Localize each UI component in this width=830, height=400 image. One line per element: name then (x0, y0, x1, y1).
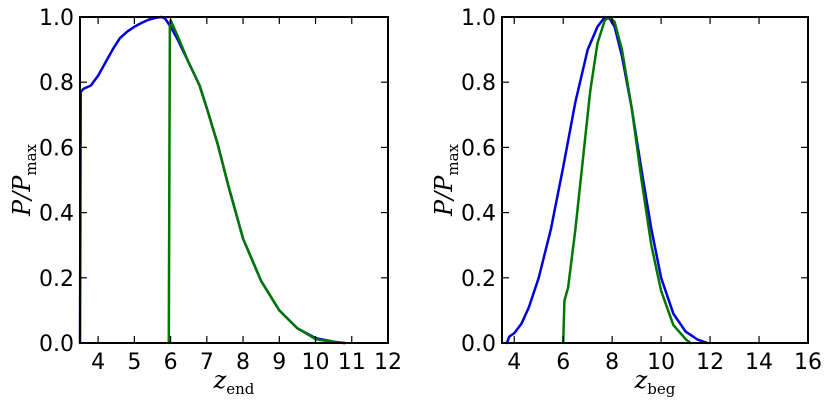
y-tick-label: 0.6 (39, 136, 74, 161)
y-axis-label: P/Pmax (8, 143, 40, 217)
series-line-1 (505, 15, 709, 345)
x-tick-label: 6 (556, 350, 570, 375)
x-tick-label: 10 (647, 350, 675, 375)
plot-frame (501, 16, 809, 344)
x-tick-label: 12 (696, 350, 724, 375)
x-tick-label: 14 (745, 350, 773, 375)
y-tick-label: 0.2 (461, 267, 496, 292)
x-axis-label: zbeg (634, 366, 676, 398)
x-tick-label: 8 (605, 350, 619, 375)
y-axis-label: P/Pmax (430, 143, 462, 217)
x-tick-label: 11 (338, 350, 366, 375)
y-tick-label: 0.0 (461, 332, 496, 357)
y-tick-label: 0.8 (461, 71, 496, 96)
x-tick-label: 8 (236, 350, 250, 375)
chart-1: 4 5 6 7 8 9 10 11 12 0.0 0.2 0.4 0.6 0.8 1.0 zend P/Pmax (8, 6, 402, 398)
series-line-2 (561, 15, 692, 345)
plot-frame (79, 16, 389, 344)
x-tick-label: 9 (272, 350, 286, 375)
x-tick-label: 5 (127, 350, 141, 375)
x-axis-label: zend (213, 366, 255, 398)
x-tick-label: 12 (374, 350, 402, 375)
x-tick-label: 6 (164, 350, 178, 375)
x-tick-label: 4 (507, 350, 521, 375)
y-tick-label: 0.4 (461, 202, 496, 227)
y-tick-label: 0.6 (461, 136, 496, 161)
y-tick-label: 0.0 (39, 332, 74, 357)
chart-2: 4 6 8 10 12 14 16 0.0 0.2 0.4 0.6 0.8 1.0 zbeg P/Pmax (430, 6, 822, 398)
x-tick-label: 16 (794, 350, 822, 375)
x-tick-label: 10 (302, 350, 330, 375)
y-tick-label: 0.8 (39, 71, 74, 96)
series-line-2 (167, 19, 346, 345)
y-tick-label: 1.0 (461, 6, 496, 31)
y-tick-label: 0.2 (39, 267, 74, 292)
series-line-1 (78, 15, 346, 345)
y-tick-label: 0.4 (39, 202, 74, 227)
x-tick-label: 7 (200, 350, 214, 375)
y-tick-label: 1.0 (39, 6, 74, 31)
x-tick-label: 4 (91, 350, 105, 375)
